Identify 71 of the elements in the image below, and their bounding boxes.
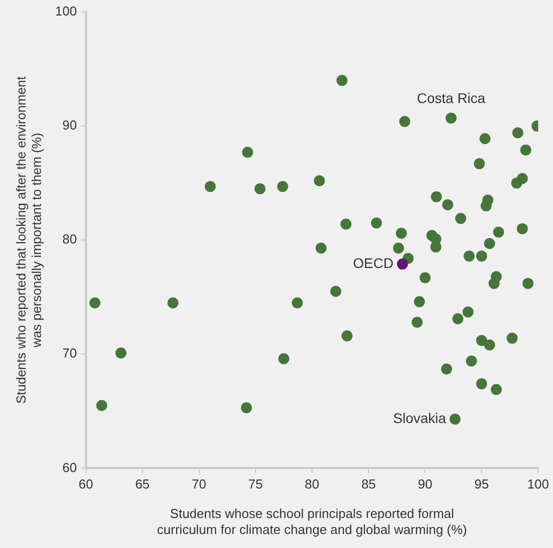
point [482,194,494,206]
point [516,173,528,184]
x-tick-label: 85 [361,476,376,492]
point [430,191,442,202]
y-tick-label: 60 [62,460,77,475]
point [240,402,252,414]
y-tick-label: 70 [62,346,77,361]
point [242,146,254,158]
annotation: Costa Rica [416,90,486,106]
point [278,353,290,364]
y-axis-title: Students who reported that looking after the environment was personally important to them (%) [13,76,44,404]
point [336,74,348,86]
point [452,313,464,324]
point [474,158,485,170]
point [516,223,528,234]
point [396,258,408,270]
point [399,116,410,127]
y-tick-label: 80 [62,232,77,247]
x-tick-label: 75 [248,476,263,492]
point [484,340,496,351]
point [506,332,518,344]
point [340,218,352,230]
point [462,306,474,318]
point [476,378,488,390]
point [490,384,502,396]
annotation: OECD [353,254,394,271]
x-tick-label: 90 [418,476,432,492]
point [520,144,532,156]
annotation: Slovakia [393,410,446,426]
x-axis-title: Students whose school principals reported formal curriculum for climate change and global warming (%) [157,506,468,537]
point [89,297,100,308]
point [476,334,488,346]
point [393,242,404,254]
point [292,297,303,308]
point [455,212,466,224]
point [512,127,524,138]
point [420,272,431,284]
x-tick-label: 60 [78,476,94,492]
point [167,297,178,308]
x-tick-label: 100 [527,476,550,492]
point [277,180,288,192]
point [446,112,457,124]
point [442,199,454,210]
point [464,250,475,262]
point [370,217,382,228]
point [476,250,488,262]
point [441,363,452,374]
x-tick-label: 80 [304,476,320,492]
point [96,400,108,411]
point [254,183,266,194]
x-tick-label: 70 [192,476,206,492]
x-tick-label: 65 [135,476,150,492]
point [522,278,534,289]
point [412,316,423,328]
point [414,296,425,308]
y-tick-label: 100 [55,4,77,19]
point [484,238,496,250]
point [493,226,504,238]
x-tick-label: 95 [474,476,489,492]
point [480,133,491,144]
point [330,286,342,297]
point [316,242,327,254]
point [204,180,216,192]
point [396,228,407,239]
point [115,348,126,359]
point [488,278,500,289]
point [466,355,477,366]
y-tick-label: 90 [62,118,77,133]
point [450,414,461,425]
point [342,330,353,342]
point [314,175,325,186]
